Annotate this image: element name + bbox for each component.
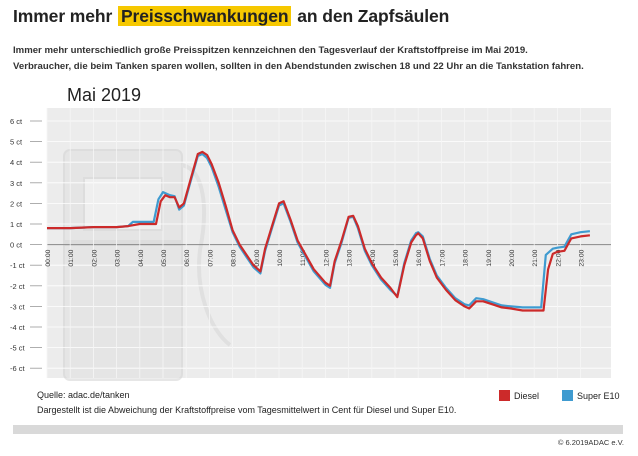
legend-item-e10: Super E10 (562, 390, 620, 401)
headline-highlight: Preisschwankungen (117, 6, 292, 26)
y-tick-label: -3 ct (10, 302, 26, 311)
legend-label-e10: Super E10 (577, 390, 620, 401)
y-tick-label: -1 ct (10, 261, 26, 270)
x-tick-label: 01:00 (68, 249, 75, 266)
x-tick-label: 14:00 (370, 249, 377, 266)
legend-item-diesel: Diesel (499, 390, 539, 401)
x-tick-label: 21:00 (532, 249, 539, 266)
subtitle-line-1: Immer mehr unterschiedlich große Preissp… (13, 45, 528, 56)
y-tick-label: -5 ct (10, 344, 26, 353)
y-tick-label: 5 ct (10, 138, 23, 147)
y-tick-label: -2 ct (10, 282, 26, 291)
chart-title: Mai 2019 (67, 85, 141, 105)
legend-label-diesel: Diesel (514, 390, 540, 401)
copyright: © 6.2019ADAC e.V. (557, 438, 624, 447)
x-tick-label: 18:00 (463, 249, 470, 266)
x-tick-label: 12:00 (323, 249, 330, 266)
x-tick-label: 16:00 (416, 249, 423, 266)
y-tick-label: -6 ct (10, 364, 26, 373)
y-tick-label: 1 ct (10, 220, 23, 229)
x-tick-label: 00:00 (45, 249, 52, 266)
y-tick-label: 4 ct (10, 158, 23, 167)
legend-swatch-e10 (562, 390, 573, 401)
x-tick-label: 10:00 (277, 249, 284, 266)
x-tick-label: 20:00 (509, 249, 516, 266)
x-tick-label: 17:00 (439, 249, 446, 266)
x-tick-label: 19:00 (486, 249, 493, 266)
x-tick-label: 08:00 (231, 249, 238, 266)
chart-explanation: Dargestellt ist die Abweichung der Kraft… (37, 405, 457, 415)
headline: Immer mehr Preisschwankungen an den Zapf… (13, 6, 449, 27)
y-tick-label: 2 ct (10, 199, 23, 208)
x-tick-label: 05:00 (161, 249, 168, 266)
x-tick-label: 11:00 (300, 249, 307, 266)
x-tick-label: 09:00 (254, 249, 261, 266)
subtitle-line-2: Verbraucher, die beim Tanken sparen woll… (13, 61, 584, 72)
legend-swatch-diesel (499, 390, 510, 401)
x-tick-label: 04:00 (138, 249, 145, 266)
footer-bar (13, 425, 623, 434)
x-tick-label: 22:00 (555, 249, 562, 266)
y-tick-label: 0 ct (10, 241, 23, 250)
y-tick-label: 3 ct (10, 179, 23, 188)
source-note: Quelle: adac.de/tanken (37, 390, 130, 400)
x-tick-label: 07:00 (207, 249, 214, 266)
x-tick-label: 15:00 (393, 249, 400, 266)
y-tick-label: 6 ct (10, 117, 23, 126)
series-line-diesel (47, 150, 591, 312)
y-tick-label: -4 ct (10, 323, 26, 332)
x-tick-label: 03:00 (115, 249, 122, 266)
x-tick-label: 23:00 (579, 249, 586, 266)
headline-part-2: an den Zapfsäulen (292, 6, 450, 26)
headline-part-1: Immer mehr (13, 6, 117, 26)
x-tick-label: 06:00 (184, 249, 191, 266)
x-tick-label: 13:00 (347, 249, 354, 266)
x-tick-label: 02:00 (91, 249, 98, 266)
